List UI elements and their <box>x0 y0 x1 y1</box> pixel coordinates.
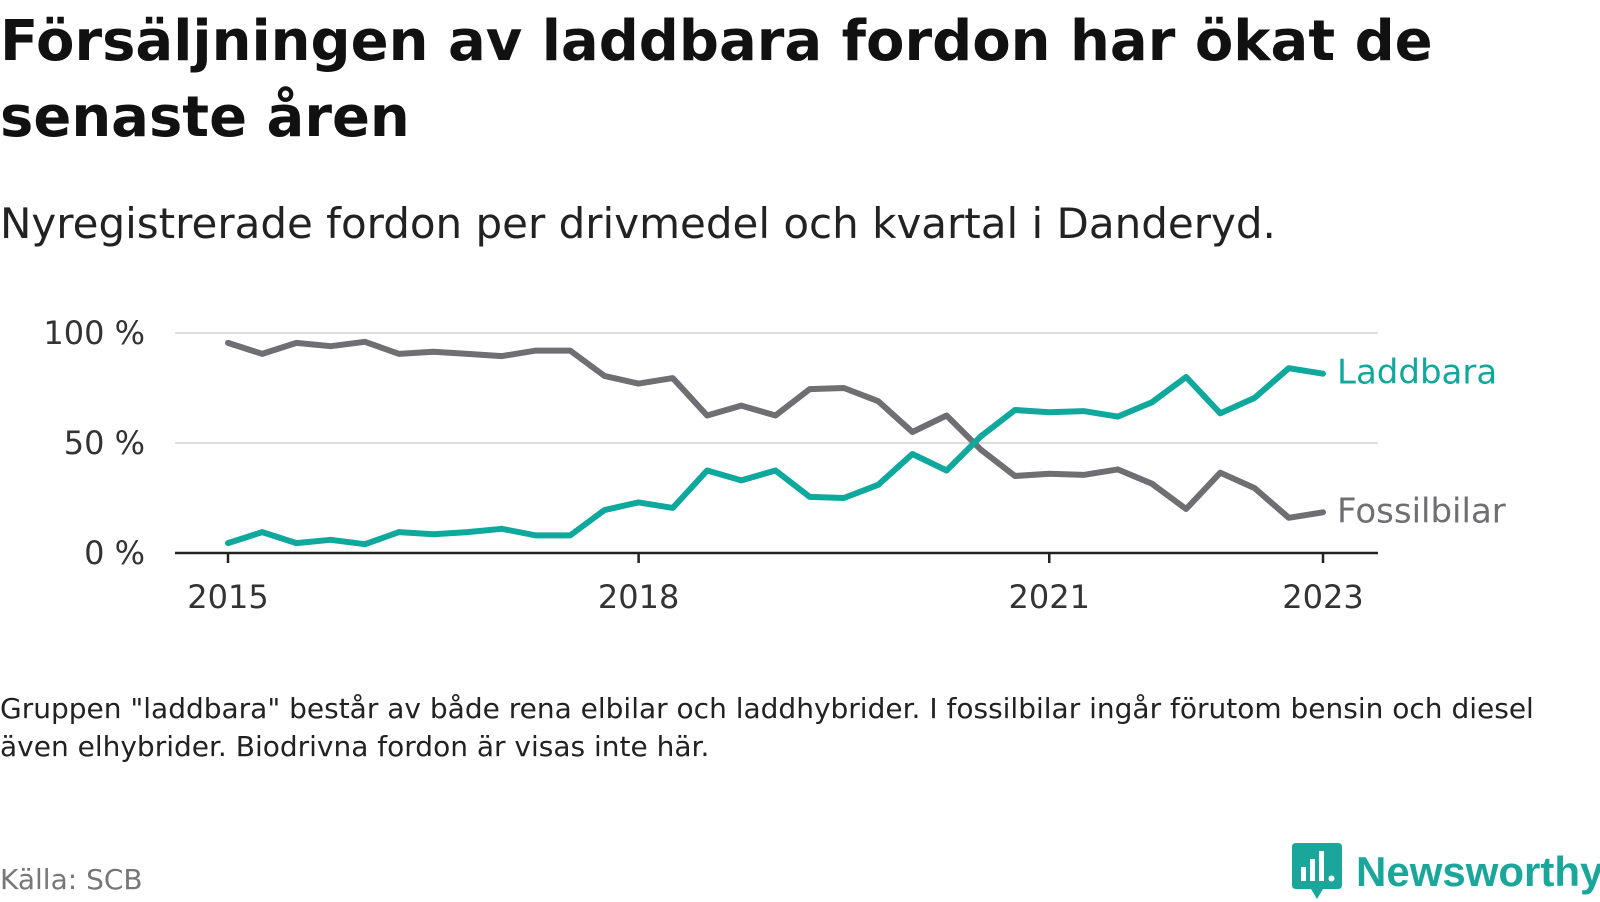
brand-name: Newsworthy <box>1356 848 1600 895</box>
source-credit: Källa: SCB <box>0 863 143 896</box>
brand-logo-group: Newsworthy <box>1292 842 1600 902</box>
axis-layer: 0 % 50 % 100 % 2015 2018 2021 2023 <box>43 314 1378 616</box>
chart-title: Försäljningen av laddbara fordon har öka… <box>0 9 1433 150</box>
line-chart: 0 % 50 % 100 % 2015 2018 2021 2023 Fossilbilar… <box>43 314 1506 616</box>
x-tick-label: 2015 <box>187 578 268 616</box>
y-tick-label: 0 % <box>84 534 145 572</box>
x-tick-label: 2021 <box>1009 578 1090 616</box>
series-layer <box>225 338 1326 548</box>
chart-subtitle: Nyregistrerade fordon per drivmedel och … <box>0 199 1276 248</box>
series-line-laddbara <box>225 365 1326 548</box>
series-label-laddbara: Laddbara <box>1337 353 1497 393</box>
chart-bubble-icon <box>1292 843 1342 899</box>
x-tick-label: 2018 <box>598 578 679 616</box>
x-tick-label: 2023 <box>1282 578 1363 616</box>
grid-layer <box>175 332 1378 444</box>
series-label-fossilbilar: Fossilbilar <box>1337 491 1506 531</box>
label-layer: Fossilbilar Laddbara <box>1337 353 1506 532</box>
series-line-fossilbilar <box>225 338 1326 521</box>
y-tick-label: 50 % <box>64 424 145 462</box>
y-tick-label: 100 % <box>43 314 145 352</box>
chart-footnote: Gruppen "laddbara" består av både rena e… <box>0 692 1534 763</box>
